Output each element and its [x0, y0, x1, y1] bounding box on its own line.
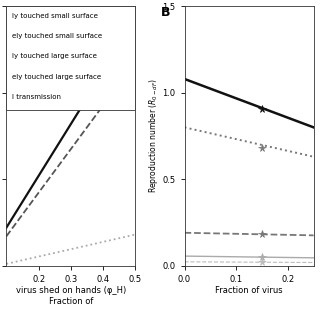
- Text: Fraction of: Fraction of: [49, 297, 93, 306]
- Text: B: B: [161, 6, 171, 20]
- Y-axis label: Reproduction number ($R_{0-dF}$): Reproduction number ($R_{0-dF}$): [147, 78, 160, 194]
- Text: ly touched small surface: ly touched small surface: [12, 13, 97, 19]
- X-axis label: Fraction of virus: Fraction of virus: [215, 286, 283, 295]
- FancyBboxPatch shape: [6, 6, 135, 110]
- Text: ly touched large surface: ly touched large surface: [12, 53, 96, 59]
- X-axis label: virus shed on hands (φ_H): virus shed on hands (φ_H): [16, 286, 126, 295]
- Text: ely touched large surface: ely touched large surface: [12, 74, 101, 80]
- Text: l transmission: l transmission: [12, 94, 60, 100]
- Text: ely touched small surface: ely touched small surface: [12, 33, 102, 39]
